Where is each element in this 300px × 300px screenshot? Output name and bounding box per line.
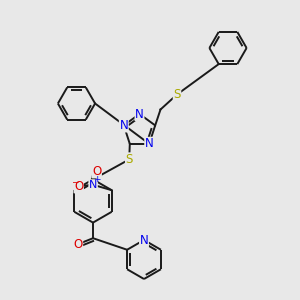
Text: O: O (74, 238, 82, 251)
Text: N: N (89, 180, 97, 190)
Text: N: N (140, 233, 148, 247)
Text: O: O (92, 165, 101, 178)
Text: S: S (173, 88, 181, 101)
Text: +: + (93, 175, 101, 184)
Text: N: N (119, 119, 128, 132)
Text: S: S (125, 153, 133, 166)
Text: N: N (145, 137, 154, 150)
Text: O: O (74, 180, 83, 193)
Text: −: − (71, 177, 79, 186)
Text: N: N (135, 107, 144, 121)
